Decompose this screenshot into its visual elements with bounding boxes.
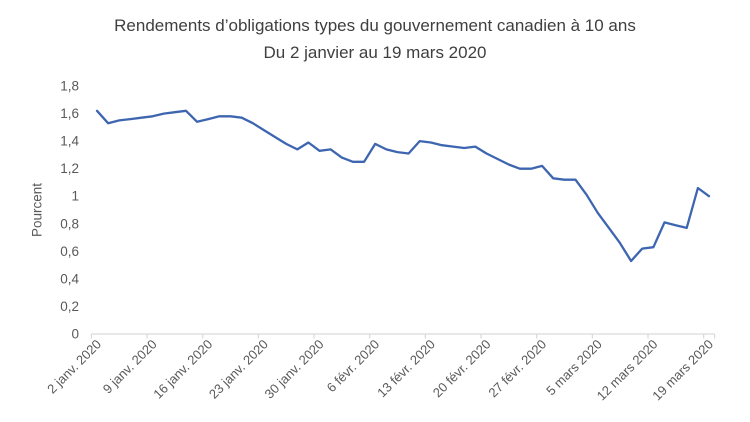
x-axis-tick-label: 27 févr. 2020 [485, 337, 549, 401]
y-axis-tick-label: 1 [71, 189, 79, 204]
chart-title-line2: Du 2 janvier au 19 mars 2020 [263, 43, 487, 62]
y-axis-tick-label: 0,2 [60, 299, 79, 314]
y-axis-tick-label: 0 [71, 327, 79, 342]
y-axis-tick-label: 1,2 [60, 161, 79, 176]
yield-line-series [95, 109, 711, 263]
x-axis-tick-label: 20 févr. 2020 [430, 337, 494, 401]
y-axis-tick-label: 0,6 [60, 244, 79, 259]
x-axis-tick-label: 9 janv. 2020 [100, 337, 160, 397]
chart-title: Rendements d’obligations types du gouver… [0, 12, 750, 66]
x-axis-tick-label: 30 janv. 2020 [262, 337, 327, 402]
y-axis-tick-label: 1,6 [60, 106, 79, 121]
y-axis-tick-label: 0,8 [60, 216, 79, 231]
x-axis-tick-label: 6 févr. 2020 [324, 337, 383, 396]
chart-title-line1: Rendements d’obligations types du gouver… [114, 16, 636, 35]
y-axis-tick-label: 0,4 [60, 271, 79, 286]
y-axis-title: Pourcent [29, 182, 45, 238]
x-axis-tick-label: 13 févr. 2020 [374, 337, 438, 401]
y-axis-tick-label: 1,8 [60, 79, 79, 94]
x-axis-tick-label: 2 janv. 2020 [44, 337, 104, 397]
x-axis-tick-label: 5 mars 2020 [543, 337, 605, 399]
y-axis-tick-label: 1,4 [60, 134, 79, 149]
